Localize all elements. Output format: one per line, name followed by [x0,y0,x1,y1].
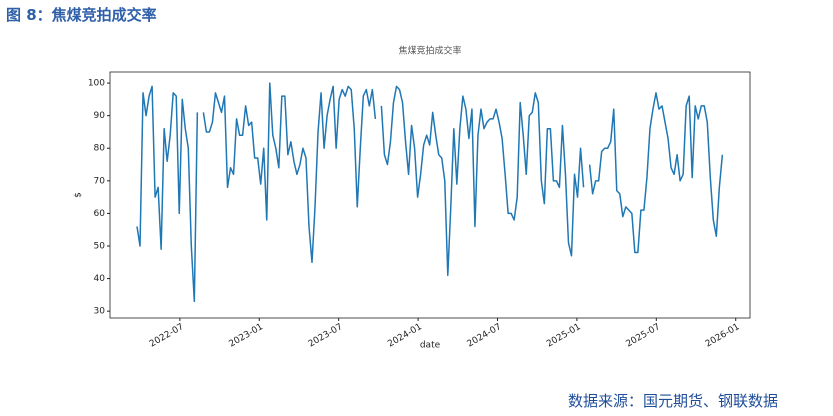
y-tick-label: 60 [94,209,106,219]
source-note: 数据来源：国元期货、钢联数据 [568,392,779,410]
x-tick-label: 2026-01 [704,322,742,349]
x-tick-label: 2025-01 [545,322,583,349]
x-axis-label: date [420,341,441,351]
y-tick-label: 50 [94,241,106,251]
x-tick-label: 2024-01 [386,322,424,349]
y-tick-label: 30 [94,307,106,317]
y-tick-label: 100 [88,79,105,89]
x-tick-label: 2023-07 [307,322,345,349]
y-axis-label: $ [74,192,84,198]
y-tick-label: 40 [94,274,106,284]
plot-frame [109,71,751,319]
x-tick-label: 2024-07 [466,322,504,349]
x-tick-label: 2025-07 [624,322,662,349]
y-tick-label: 70 [94,176,106,186]
x-tick-label: 2022-07 [148,322,186,349]
y-tick-label: 90 [94,111,106,121]
header: 图 8：焦煤竞拍成交率 [6,6,157,24]
chart-title: 焦煤竞拍成交率 [398,45,461,57]
x-tick-label: 2023-01 [227,322,265,349]
y-tick-label: 80 [94,144,106,154]
data-line [136,82,724,303]
